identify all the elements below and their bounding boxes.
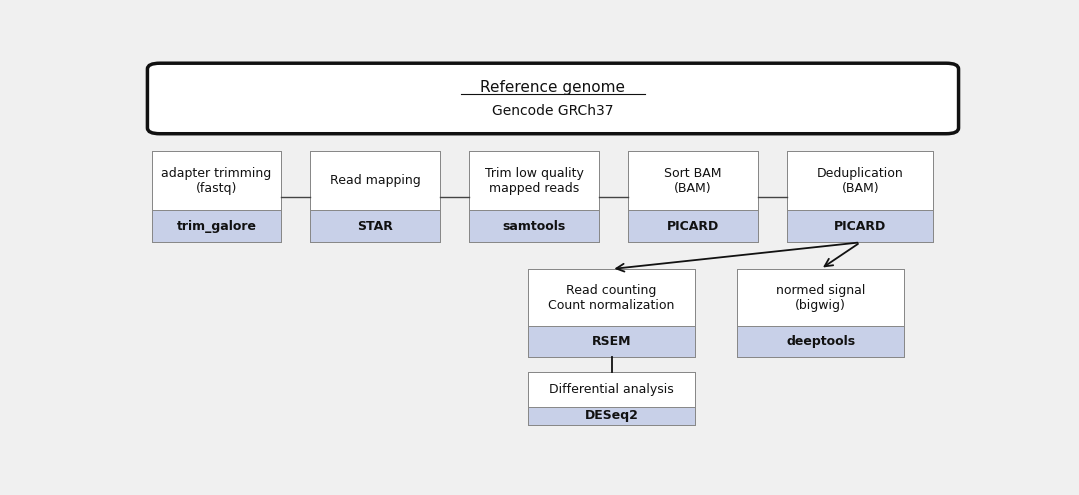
Bar [469, 151, 599, 243]
Bar [737, 269, 904, 326]
Bar [528, 326, 695, 357]
Bar [151, 151, 282, 210]
Bar [311, 151, 440, 243]
Bar [528, 372, 695, 425]
Bar [737, 269, 904, 357]
Text: Differential analysis: Differential analysis [549, 383, 674, 396]
Bar [528, 269, 695, 357]
Text: RSEM: RSEM [591, 335, 631, 348]
Text: PICARD: PICARD [667, 220, 720, 233]
FancyBboxPatch shape [148, 63, 958, 134]
Bar [737, 326, 904, 357]
Bar [528, 269, 695, 326]
Text: PICARD: PICARD [834, 220, 887, 233]
Bar [528, 372, 695, 406]
Bar [788, 151, 933, 243]
Text: Sort BAM
(BAM): Sort BAM (BAM) [665, 167, 722, 195]
Text: samtools: samtools [503, 220, 565, 233]
Bar [528, 406, 695, 425]
Text: Reference genome: Reference genome [480, 80, 626, 96]
Text: adapter trimming
(fastq): adapter trimming (fastq) [161, 167, 272, 195]
Bar [628, 210, 757, 243]
Bar [151, 210, 282, 243]
Bar [788, 210, 933, 243]
Bar [311, 151, 440, 210]
Text: Read counting
Count normalization: Read counting Count normalization [548, 284, 674, 311]
Bar [151, 151, 282, 243]
Bar [788, 151, 933, 210]
Text: deeptools: deeptools [786, 335, 856, 348]
Text: Gencode GRCh37: Gencode GRCh37 [492, 104, 614, 118]
Text: Trim low quality
mapped reads: Trim low quality mapped reads [484, 167, 584, 195]
Bar [628, 151, 757, 210]
Bar [311, 210, 440, 243]
Text: Deduplication
(BAM): Deduplication (BAM) [817, 167, 904, 195]
Text: trim_galore: trim_galore [176, 220, 257, 233]
Text: normed signal
(bigwig): normed signal (bigwig) [776, 284, 865, 311]
Bar [469, 210, 599, 243]
Bar [628, 151, 757, 243]
Text: DESeq2: DESeq2 [585, 409, 639, 422]
Text: STAR: STAR [357, 220, 393, 233]
Text: Read mapping: Read mapping [330, 174, 421, 187]
Bar [469, 151, 599, 210]
